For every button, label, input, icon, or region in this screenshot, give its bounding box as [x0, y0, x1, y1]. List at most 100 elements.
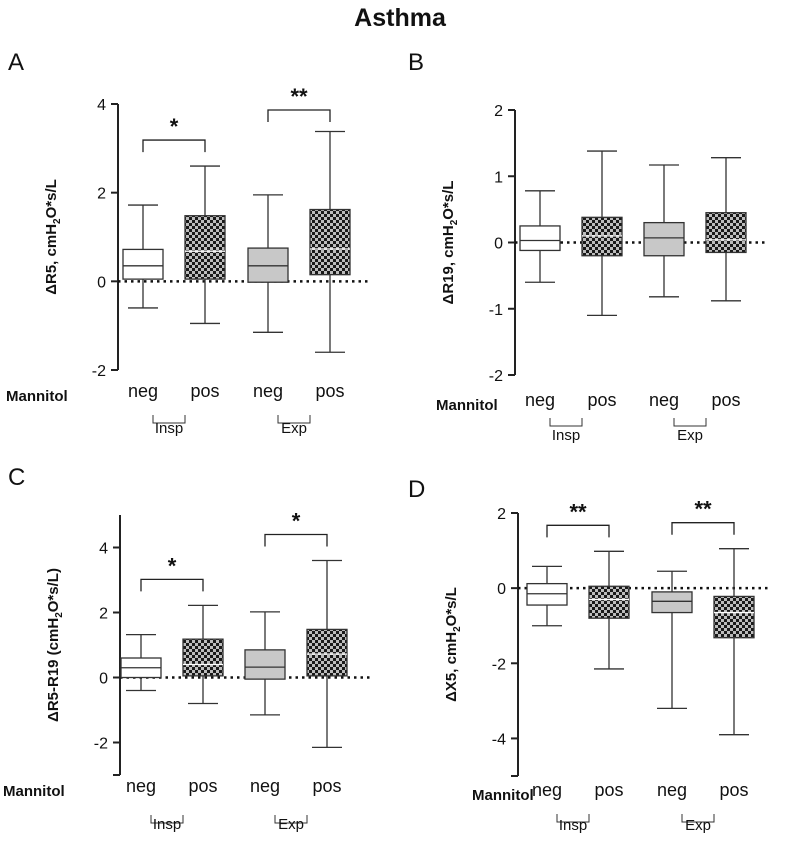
box-iqr [651, 591, 693, 614]
bracket-line [264, 533, 328, 547]
box-iqr [184, 215, 226, 280]
category-label-neg: neg [649, 390, 679, 410]
box-pos-exp [306, 559, 348, 749]
y-tick-label: 0 [494, 236, 503, 253]
y-tick-label: 2 [97, 186, 106, 203]
group-bracket-insp [549, 418, 583, 427]
box-pos-insp [581, 150, 623, 317]
box-iqr [643, 221, 685, 257]
group-label-exp: Exp [278, 816, 304, 833]
box-iqr [247, 247, 289, 283]
box-pos-exp [309, 130, 351, 353]
box-iqr [519, 225, 561, 252]
category-label-neg: neg [525, 390, 555, 410]
group-bracket-exp [673, 418, 707, 427]
significance-marker: ** [569, 499, 587, 524]
y-tick-label: 4 [99, 541, 108, 558]
box-neg-insp [526, 565, 568, 627]
group-label-insp: Insp [559, 817, 587, 834]
box-iqr [705, 212, 747, 254]
significance-bracket: ** [671, 497, 735, 535]
bracket-line [140, 578, 204, 592]
group-bracket-insp [556, 814, 590, 823]
box-iqr [122, 248, 164, 280]
group-bracket-insp [150, 815, 184, 824]
bracket-line [142, 139, 206, 153]
y-tick-label: 0 [497, 581, 506, 598]
category-label-pos: pos [594, 780, 623, 800]
bracket-line [267, 109, 331, 122]
significance-bracket: ** [267, 84, 331, 122]
category-label-pos: pos [315, 381, 344, 401]
mannitol-row-label: Mannitol [472, 787, 534, 804]
y-axis-label: ΔR5, cmH2O*s/L [43, 179, 63, 295]
panel-letter: A [8, 49, 24, 76]
figure-title: Asthma [354, 4, 446, 32]
box-pos-insp [588, 550, 630, 670]
box-neg-exp [651, 570, 693, 710]
panel-letter: B [408, 49, 424, 76]
significance-marker: * [292, 509, 301, 534]
y-tick-label: 1 [494, 169, 503, 186]
category-label-pos: pos [188, 776, 217, 796]
y-tick-label: -2 [492, 656, 506, 673]
mannitol-row-label: Mannitol [436, 397, 498, 414]
bracket-line [546, 524, 610, 538]
category-label-pos: pos [312, 776, 341, 796]
category-label-neg: neg [126, 776, 156, 796]
box-pos-exp [713, 548, 755, 736]
y-axis-label: ΔR5-R19 (cmH2O*s/L) [45, 568, 65, 722]
group-bracket-exp [681, 814, 715, 823]
category-label-pos: pos [719, 780, 748, 800]
box-iqr [713, 595, 755, 639]
significance-bracket: ** [546, 499, 610, 538]
group-label-insp: Insp [153, 816, 181, 833]
y-tick-label: 0 [99, 671, 108, 688]
bracket-line [671, 522, 735, 535]
category-label-pos: pos [190, 381, 219, 401]
box-neg-insp [120, 633, 162, 692]
category-label-neg: neg [250, 776, 280, 796]
box-iqr [309, 208, 351, 276]
category-label-pos: pos [587, 390, 616, 410]
group-label-insp: Insp [155, 420, 183, 437]
y-tick-label: -2 [94, 736, 108, 753]
box-iqr [244, 649, 286, 680]
group-bracket-insp [152, 415, 186, 424]
group-label-exp: Exp [677, 427, 703, 444]
group-bracket-exp [277, 415, 311, 424]
box-iqr [588, 585, 630, 619]
significance-marker: ** [694, 497, 712, 522]
group-label-exp: Exp [281, 420, 307, 437]
group-label-exp: Exp [685, 817, 711, 834]
y-tick-label: 2 [494, 103, 503, 120]
y-tick-label: 4 [97, 97, 106, 114]
box-pos-exp [705, 157, 747, 302]
mannitol-row-label: Mannitol [6, 388, 68, 405]
y-tick-label: -4 [492, 731, 506, 748]
category-label-pos: pos [711, 390, 740, 410]
y-axis-label: ΔR19, cmH2O*s/L [440, 181, 460, 305]
significance-marker: * [170, 114, 179, 139]
group-bracket-exp [274, 815, 308, 824]
group-label-insp: Insp [552, 427, 580, 444]
panel-letter: C [8, 464, 25, 491]
box-neg-insp [519, 190, 561, 283]
box-neg-exp [247, 194, 289, 333]
significance-bracket: * [264, 509, 328, 547]
y-tick-label: -1 [489, 302, 503, 319]
mannitol-row-label: Mannitol [3, 783, 65, 800]
box-pos-insp [182, 604, 224, 705]
panel-letter: D [408, 476, 425, 503]
box-neg-exp [244, 611, 286, 716]
significance-bracket: * [142, 114, 206, 153]
significance-marker: ** [290, 84, 308, 109]
box-iqr [306, 628, 348, 677]
category-label-neg: neg [532, 780, 562, 800]
significance-bracket: * [140, 553, 204, 592]
panel-b-chart: B -2 -1 0 1 2 ΔR19, cmH2O*s/L Mannitol neg pos neg… [408, 49, 765, 444]
box-pos-insp [184, 165, 226, 325]
y-tick-label: 2 [497, 506, 506, 523]
y-tick-label: -2 [489, 368, 503, 385]
